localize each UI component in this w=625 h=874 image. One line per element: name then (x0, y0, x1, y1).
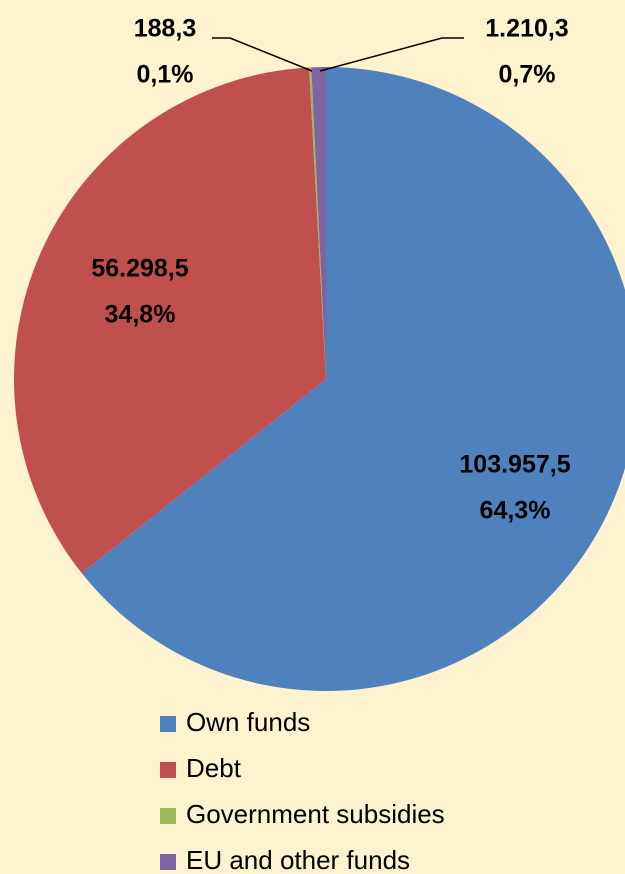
legend-label: Own funds (186, 707, 310, 737)
percent-label: 0,1% (137, 61, 194, 89)
data-label: 188,3 (134, 15, 197, 43)
data-labels: 103.957,5 64,3% 56.298,5 34,8% 188,3 0,1% 1.21… (91, 15, 570, 525)
data-label: 1.210,3 (485, 15, 568, 43)
percent-label: 64,3% (480, 497, 551, 525)
pie-slice (309, 67, 326, 379)
legend-swatch (160, 854, 176, 870)
legend-label: EU and other funds (186, 845, 410, 874)
pie-slice (14, 67, 327, 574)
leader-line (319, 37, 464, 72)
pie-slice (311, 67, 326, 379)
pie (14, 67, 625, 691)
legend-swatch (160, 762, 176, 778)
legend-label: Government subsidies (186, 799, 445, 829)
legend-swatch (160, 808, 176, 824)
data-label: 103.957,5 (459, 451, 570, 479)
legend: Own funds Debt Government subsidies EU and … (160, 707, 445, 874)
data-label: 56.298,5 (91, 255, 188, 283)
percent-label: 34,8% (105, 301, 176, 329)
legend-swatch (160, 716, 176, 732)
legend-label: Debt (186, 753, 242, 783)
percent-label: 0,7% (499, 61, 556, 89)
leader-line (212, 37, 313, 72)
pie-slice (81, 67, 625, 691)
